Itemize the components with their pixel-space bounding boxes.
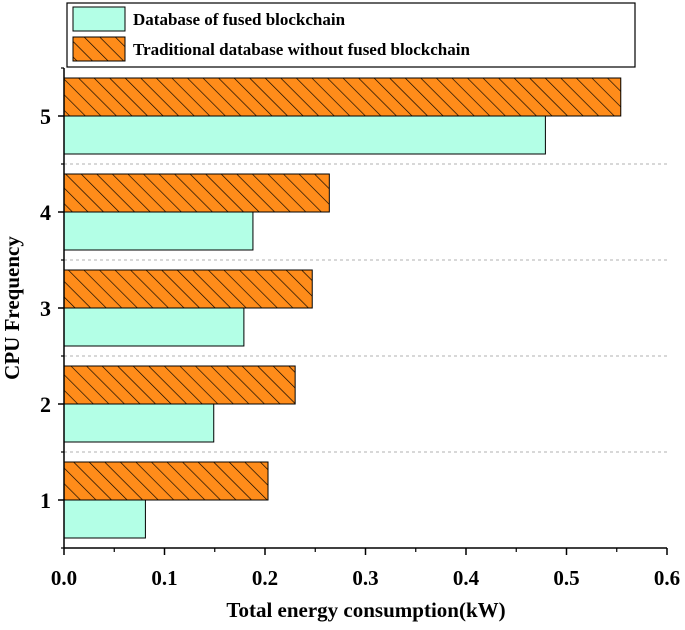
y-tick-label: 4 bbox=[40, 200, 51, 225]
bar-fused-cpu-3 bbox=[63, 307, 245, 347]
bar-traditional-cpu-3 bbox=[63, 269, 313, 309]
bar-fused-cpu-1 bbox=[63, 499, 146, 539]
y-tick-label: 3 bbox=[40, 296, 51, 321]
x-tick-label: 0.1 bbox=[151, 566, 177, 590]
y-axis-title: CPU Frequency bbox=[0, 236, 24, 380]
bar-traditional-cpu-2 bbox=[63, 365, 296, 405]
legend-label-fused: Database of fused blockchain bbox=[133, 10, 346, 29]
legend-box bbox=[66, 2, 636, 68]
legend-swatch-fused bbox=[72, 6, 126, 32]
bar-traditional-cpu-4 bbox=[63, 173, 330, 213]
y-tick-label: 1 bbox=[40, 488, 51, 513]
y-tick-label: 2 bbox=[40, 392, 51, 417]
x-tick-label: 0.6 bbox=[654, 566, 680, 590]
x-tick-label: 0.3 bbox=[352, 566, 378, 590]
bar-fused-cpu-5 bbox=[63, 115, 546, 155]
x-tick-label: 0.0 bbox=[51, 566, 77, 590]
bar-traditional-cpu-5 bbox=[63, 77, 622, 117]
y-tick-label: 5 bbox=[40, 104, 51, 129]
legend-swatch-traditional-hatch bbox=[72, 36, 126, 62]
x-tick-label: 0.2 bbox=[252, 566, 278, 590]
legend: Database of fused blockchain Traditional… bbox=[66, 2, 636, 68]
bar-fused-cpu-4 bbox=[63, 211, 254, 251]
bar-fused-cpu-2 bbox=[63, 403, 215, 443]
bar-traditional-cpu-1 bbox=[63, 461, 269, 501]
x-tick-label: 0.5 bbox=[553, 566, 579, 590]
x-tick-label: 0.4 bbox=[453, 566, 480, 590]
legend-label-traditional: Traditional database without fused block… bbox=[133, 40, 470, 59]
x-axis-title: Total energy consumption(kW) bbox=[226, 598, 505, 622]
